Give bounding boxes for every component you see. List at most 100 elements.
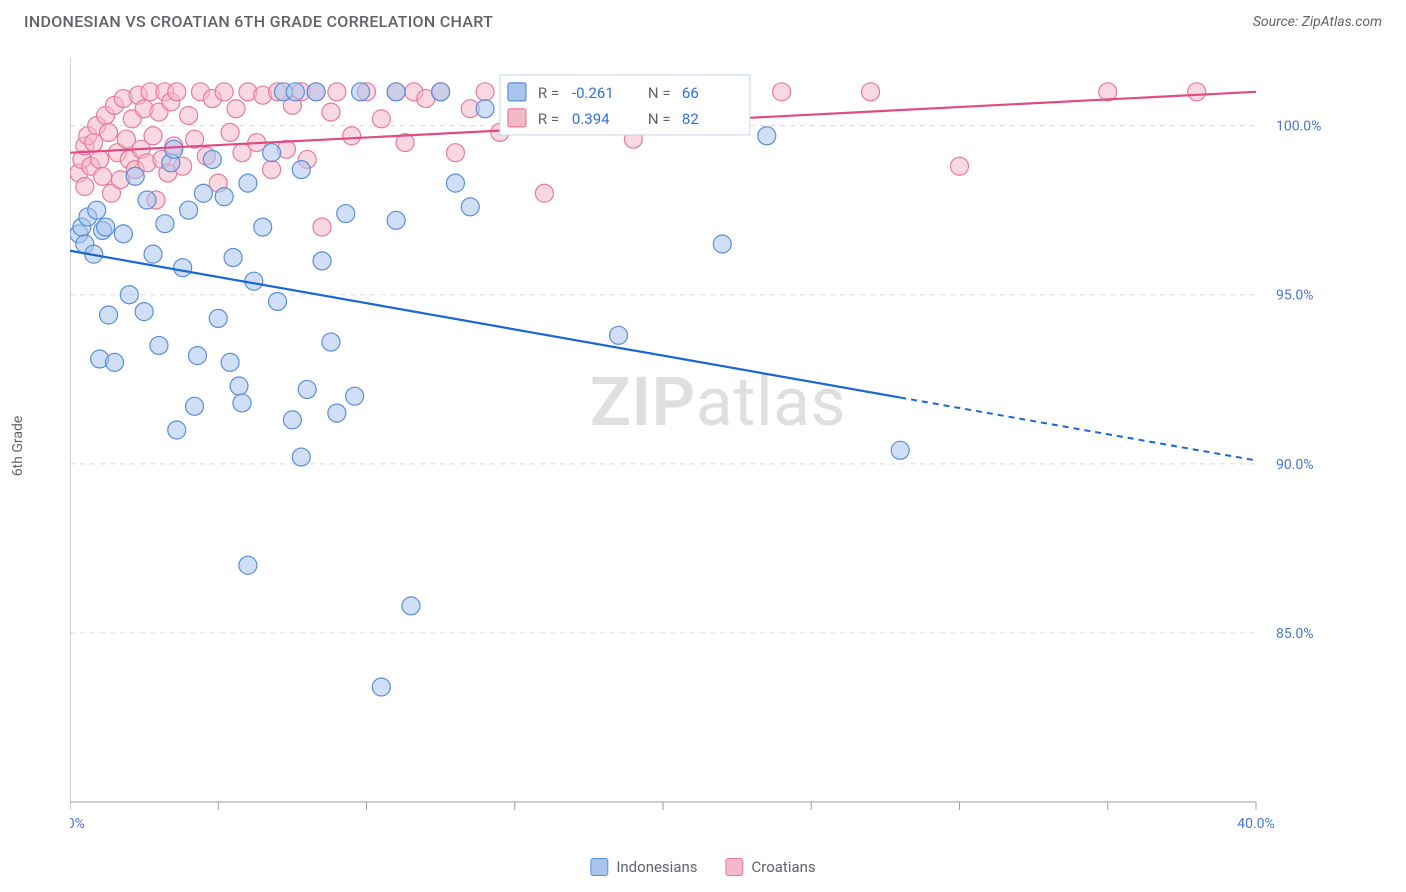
stat-n-value: 66 xyxy=(682,84,699,102)
scatter-point xyxy=(239,174,257,192)
scatter-point xyxy=(446,144,464,162)
scatter-point xyxy=(476,83,494,101)
scatter-point xyxy=(135,303,153,321)
scatter-point xyxy=(239,556,257,574)
scatter-point xyxy=(352,83,370,101)
trend-line xyxy=(70,251,900,398)
scatter-point xyxy=(156,215,174,233)
legend-swatch xyxy=(726,858,744,876)
scatter-point xyxy=(215,83,233,101)
stat-r-value: 0.394 xyxy=(572,110,610,128)
scatter-point xyxy=(221,353,239,371)
scatter-point xyxy=(144,245,162,263)
scatter-point xyxy=(91,150,109,168)
scatter-point xyxy=(346,387,364,405)
xtick-label: 0.0% xyxy=(70,816,85,832)
scatter-point xyxy=(535,184,553,202)
scatter-point xyxy=(387,211,405,229)
scatter-point xyxy=(180,106,198,124)
scatter-point xyxy=(233,394,251,412)
scatter-point xyxy=(337,205,355,223)
chart-area: 85.0% 90.0% 95.0% 100.0% 0.0% 40.0% R = -0.261 N… xyxy=(70,50,1366,832)
scatter-point xyxy=(758,127,776,145)
source-label: Source: ZipAtlas.com xyxy=(1253,14,1382,30)
ytick-label: 100.0% xyxy=(1276,119,1321,135)
scatter-point xyxy=(263,144,281,162)
scatter-point xyxy=(188,347,206,365)
scatter-point xyxy=(610,326,628,344)
scatter-point xyxy=(94,167,112,185)
scatter-point xyxy=(476,100,494,118)
stat-r-label: R = xyxy=(538,84,559,102)
scatter-point xyxy=(203,150,221,168)
scatter-point xyxy=(269,292,287,310)
scatter-point xyxy=(88,201,106,219)
scatter-point xyxy=(263,161,281,179)
scatter-point xyxy=(322,333,340,351)
scatter-point xyxy=(387,83,405,101)
scatter-point xyxy=(114,225,132,243)
scatter-point xyxy=(298,380,316,398)
scatter-point xyxy=(120,286,138,304)
scatter-point xyxy=(446,174,464,192)
ytick-label: 85.0% xyxy=(1276,626,1314,642)
scatter-point xyxy=(307,83,325,101)
stat-n-label: N = xyxy=(648,110,671,128)
scatter-point xyxy=(138,191,156,209)
scatter-point xyxy=(313,252,331,270)
stat-swatch xyxy=(508,83,526,101)
scatter-point xyxy=(402,597,420,615)
scatter-point xyxy=(97,218,115,236)
scatter-point xyxy=(168,421,186,439)
scatter-point xyxy=(328,83,346,101)
scatter-point xyxy=(891,441,909,459)
scatter-point xyxy=(209,309,227,327)
legend-label: Indonesians xyxy=(616,858,697,876)
scatter-point xyxy=(174,259,192,277)
scatter-point xyxy=(165,140,183,158)
trend-line-extrapolated xyxy=(900,398,1256,461)
scatter-point xyxy=(126,167,144,185)
scatter-point xyxy=(144,127,162,145)
scatter-point xyxy=(168,83,186,101)
scatter-point xyxy=(227,100,245,118)
scatter-point xyxy=(286,83,304,101)
scatter-point xyxy=(343,127,361,145)
scatter-point xyxy=(1188,83,1206,101)
stat-r-label: R = xyxy=(538,110,559,128)
stat-swatch xyxy=(508,109,526,127)
legend-item: Indonesians xyxy=(590,858,697,876)
scatter-point xyxy=(194,184,212,202)
legend-label: Croatians xyxy=(752,858,816,876)
ytick-label: 90.0% xyxy=(1276,457,1314,473)
ytick-label: 95.0% xyxy=(1276,288,1314,304)
scatter-point xyxy=(105,353,123,371)
scatter-point xyxy=(862,83,880,101)
stat-n-value: 82 xyxy=(682,110,699,128)
scatter-point xyxy=(951,157,969,175)
legend-swatch xyxy=(590,858,608,876)
scatter-point xyxy=(180,201,198,219)
scatter-point xyxy=(713,235,731,253)
scatter-point xyxy=(322,103,340,121)
scatter-point xyxy=(372,110,390,128)
scatter-point xyxy=(328,404,346,422)
chart-svg: 85.0% 90.0% 95.0% 100.0% 0.0% 40.0% R = -0.261 N… xyxy=(70,50,1366,832)
scatter-point xyxy=(372,678,390,696)
scatter-point xyxy=(230,377,248,395)
legend-item: Croatians xyxy=(726,858,816,876)
scatter-point xyxy=(283,411,301,429)
scatter-point xyxy=(221,123,239,141)
scatter-point xyxy=(292,448,310,466)
stat-r-value: -0.261 xyxy=(572,84,614,102)
scatter-point xyxy=(150,336,168,354)
chart-title: INDONESIAN VS CROATIAN 6TH GRADE CORRELA… xyxy=(24,12,493,31)
y-axis-label: 6th Grade xyxy=(10,416,26,477)
scatter-point xyxy=(224,249,242,267)
xtick-label: 40.0% xyxy=(1237,816,1275,832)
scatter-point xyxy=(292,161,310,179)
scatter-point xyxy=(186,397,204,415)
scatter-point xyxy=(432,83,450,101)
scatter-point xyxy=(215,188,233,206)
x-legend: Indonesians Croatians xyxy=(590,858,815,876)
